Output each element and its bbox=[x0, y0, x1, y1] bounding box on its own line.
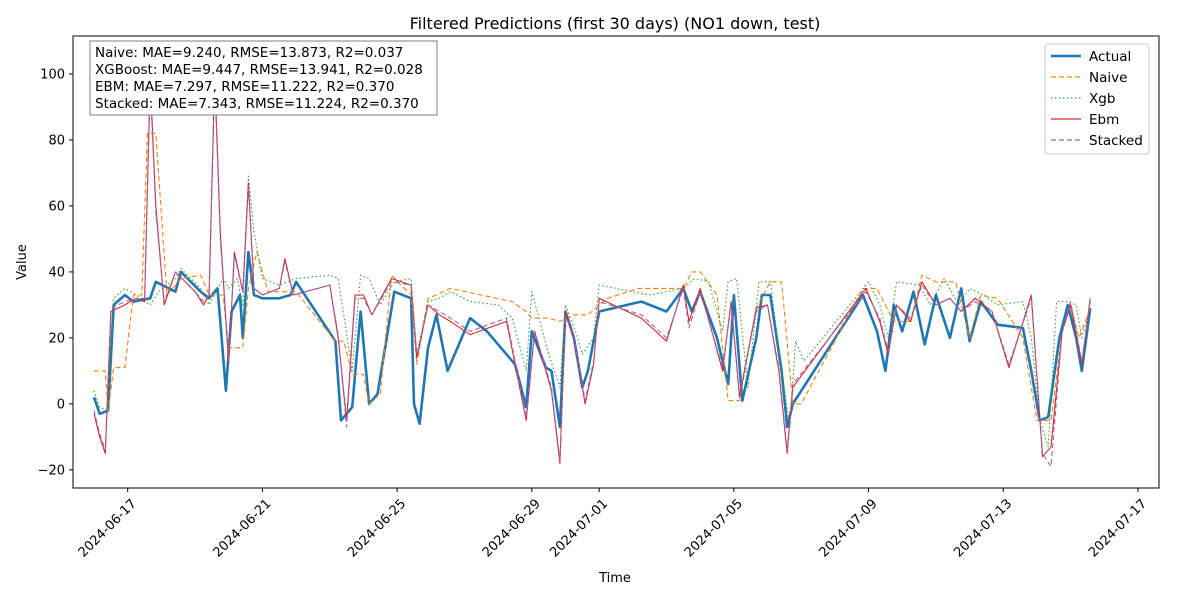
series-line-naive bbox=[94, 132, 1091, 421]
legend-label-naive: Naive bbox=[1089, 70, 1127, 86]
legend-label-actual: Actual bbox=[1089, 49, 1131, 65]
series-line-actual bbox=[92, 250, 1092, 429]
y-axis: −20 0 20 40 60 80 100 bbox=[38, 67, 73, 478]
legend-label-stacked: Stacked bbox=[1089, 133, 1143, 149]
y-axis-label: Value bbox=[15, 244, 30, 280]
series-layer bbox=[92, 73, 1092, 468]
metrics-line-stacked: Stacked: MAE=7.343, RMSE=11.224, R2=0.37… bbox=[95, 96, 419, 112]
y-tick-label: 0 bbox=[57, 397, 65, 412]
metrics-line-xgboost: XGBoost: MAE=9.447, RMSE=13.941, R2=0.02… bbox=[95, 62, 423, 78]
chart-title: Filtered Predictions (first 30 days) (NO… bbox=[410, 14, 821, 33]
y-tick-label: 40 bbox=[48, 265, 65, 280]
legend-label-xgb: Xgb bbox=[1089, 91, 1115, 107]
series-line-xgb bbox=[93, 175, 1091, 448]
plot-frame bbox=[72, 35, 1160, 489]
legend-frame bbox=[1044, 43, 1150, 155]
metrics-box: Naive: MAE=9.240, RMSE=13.873, R2=0.037 … bbox=[89, 40, 438, 116]
metrics-box-frame bbox=[89, 40, 438, 116]
metrics-line-naive: Naive: MAE=9.240, RMSE=13.873, R2=0.037 bbox=[95, 45, 403, 61]
legend: Actual Naive Xgb Ebm Stacked bbox=[1044, 43, 1150, 155]
y-tick-label: 20 bbox=[48, 331, 65, 346]
series-line-stacked bbox=[93, 79, 1091, 468]
y-tick-label: 60 bbox=[48, 199, 65, 214]
metrics-line-ebm: EBM: MAE=7.297, RMSE=11.222, R2=0.370 bbox=[95, 79, 394, 95]
y-tick-label: 80 bbox=[48, 133, 65, 148]
y-tick-label: −20 bbox=[38, 463, 65, 478]
x-axis-label: Time bbox=[598, 571, 631, 586]
legend-label-ebm: Ebm bbox=[1089, 112, 1119, 128]
y-tick-label: 100 bbox=[40, 67, 65, 82]
